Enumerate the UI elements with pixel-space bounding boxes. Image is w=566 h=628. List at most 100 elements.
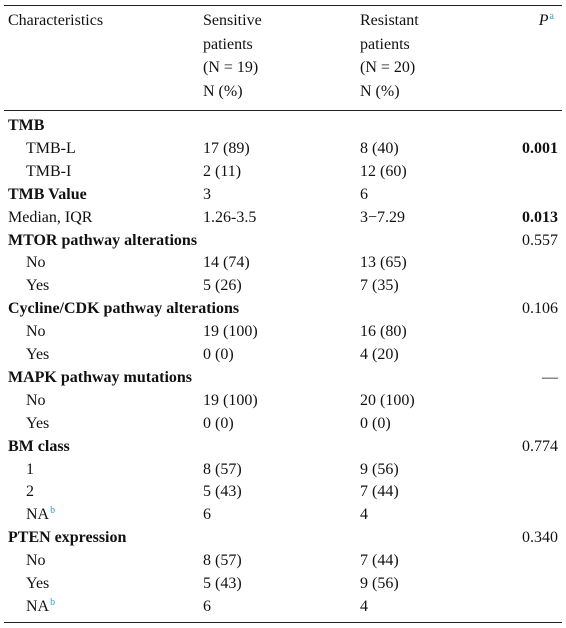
label-text: Yes (26, 277, 50, 295)
top-rule (4, 5, 562, 6)
row-label: Yes (26, 346, 49, 364)
label-text: NA (26, 597, 50, 615)
row-label: Cycline/CDK pathway alterations (8, 300, 239, 318)
cell-value: 2 (11) (203, 162, 242, 180)
cell-value: 8 (40) (360, 139, 399, 157)
row-label: NAb (26, 596, 56, 616)
cell-value: 0 (0) (360, 414, 391, 432)
cell-value: 4 (20) (360, 346, 399, 363)
cell-value: 3−7.29 (360, 208, 406, 226)
row-label: Median, IQR (8, 209, 92, 227)
label-text: Yes (26, 575, 50, 592)
label-text: No (26, 254, 46, 272)
cell-value: 9 (56) (360, 460, 399, 478)
cell-value: 0 (0) (203, 414, 234, 432)
p-value: 0.774 (522, 437, 558, 455)
row-label: 1 (26, 461, 34, 479)
cell-value: 13 (65) (360, 254, 407, 272)
label-text: TMB (8, 117, 45, 134)
label-text: MAPK pathway mutations (8, 368, 193, 386)
row-label: TMB-I (26, 163, 71, 181)
row-label: PTEN expression (8, 529, 126, 547)
cell-value: 5 (43) (203, 483, 242, 501)
label-text: No (26, 552, 46, 570)
label-text: NA (26, 506, 50, 524)
header-cell: N (%) (360, 82, 400, 100)
cell-value: 4 (360, 597, 368, 615)
cell-value: 3 (203, 185, 211, 203)
label-text: TMB-L (26, 139, 76, 157)
label-text: Yes (26, 414, 50, 432)
row-label: No (26, 552, 46, 570)
label-text: PTEN expression (8, 529, 127, 547)
header-cell: N (%) (203, 82, 243, 100)
row-label: MTOR pathway alterations (8, 232, 197, 250)
header-cell: patients (203, 35, 253, 53)
header-cell: patients (360, 35, 410, 53)
row-label: Yes (26, 575, 49, 593)
row-label: BM class (8, 438, 70, 456)
p-value: 0.340 (522, 529, 558, 547)
label-text: Yes (26, 346, 50, 363)
row-label: NAb (26, 505, 56, 524)
row-label: No (26, 254, 46, 272)
label-text: TMB Value (8, 185, 87, 203)
header-cell: Pa (538, 11, 554, 30)
cell-value: 7 (35) (360, 277, 399, 295)
cell-value: 14 (74) (203, 254, 250, 272)
row-label: No (26, 392, 46, 410)
label-text: TMB-I (26, 162, 72, 180)
header-cell: Resistant (360, 12, 419, 29)
footnote-mark: b (50, 505, 56, 517)
label-text: No (26, 391, 46, 409)
cell-value: 17 (89) (203, 139, 250, 157)
footnote-mark: a (549, 11, 554, 22)
bottom-rule (4, 622, 562, 623)
cell-value: 8 (57) (203, 552, 242, 570)
p-value: 0.557 (522, 231, 558, 249)
cell-value: 4 (360, 506, 368, 524)
cell-value: 6 (360, 185, 368, 203)
cell-value: 7 (44) (360, 552, 399, 570)
label-text: MTOR pathway alterations (8, 231, 198, 249)
cell-value: 20 (100) (360, 391, 415, 409)
label-text: 1 (26, 460, 34, 478)
row-label: TMB Value (8, 186, 87, 204)
cell-value: 0 (0) (203, 346, 234, 363)
header-cell: Characteristics (8, 12, 104, 29)
label-text: No (26, 323, 46, 341)
label-text: Median, IQR (8, 208, 93, 226)
cell-value: 9 (56) (360, 575, 399, 592)
row-label: Yes (26, 277, 49, 295)
cell-value: 19 (100) (203, 323, 258, 341)
p-value: 0.013 (522, 208, 558, 226)
cell-value: 6 (203, 597, 211, 615)
header-cell: Sensitive (203, 12, 262, 29)
p-label: P (538, 12, 549, 29)
cell-value: 5 (26) (203, 277, 242, 295)
cell-value: 19 (100) (203, 391, 258, 409)
p-value: 0.001 (522, 139, 558, 157)
header-rule (4, 110, 562, 111)
row-label: No (26, 323, 46, 341)
p-value: 0.106 (522, 300, 558, 318)
cell-value: 6 (203, 506, 211, 524)
cell-value: 12 (60) (360, 162, 407, 180)
cell-value: 1.26-3.5 (203, 208, 257, 226)
row-label: MAPK pathway mutations (8, 369, 192, 387)
cell-value: 16 (80) (360, 323, 407, 341)
row-label: 2 (26, 483, 34, 501)
label-text: Cycline/CDK pathway alterations (8, 300, 240, 318)
row-label: TMB (8, 117, 44, 135)
footnote-mark: b (50, 596, 56, 608)
header-cell: (N = 19) (203, 59, 259, 76)
row-label: TMB-L (26, 140, 76, 158)
row-label: Yes (26, 415, 49, 433)
cell-value: 7 (44) (360, 483, 399, 501)
label-text: 2 (26, 483, 34, 501)
p-value: — (542, 368, 558, 386)
label-text: BM class (8, 437, 70, 455)
header-cell: (N = 20) (360, 59, 416, 76)
cell-value: 5 (43) (203, 575, 242, 592)
